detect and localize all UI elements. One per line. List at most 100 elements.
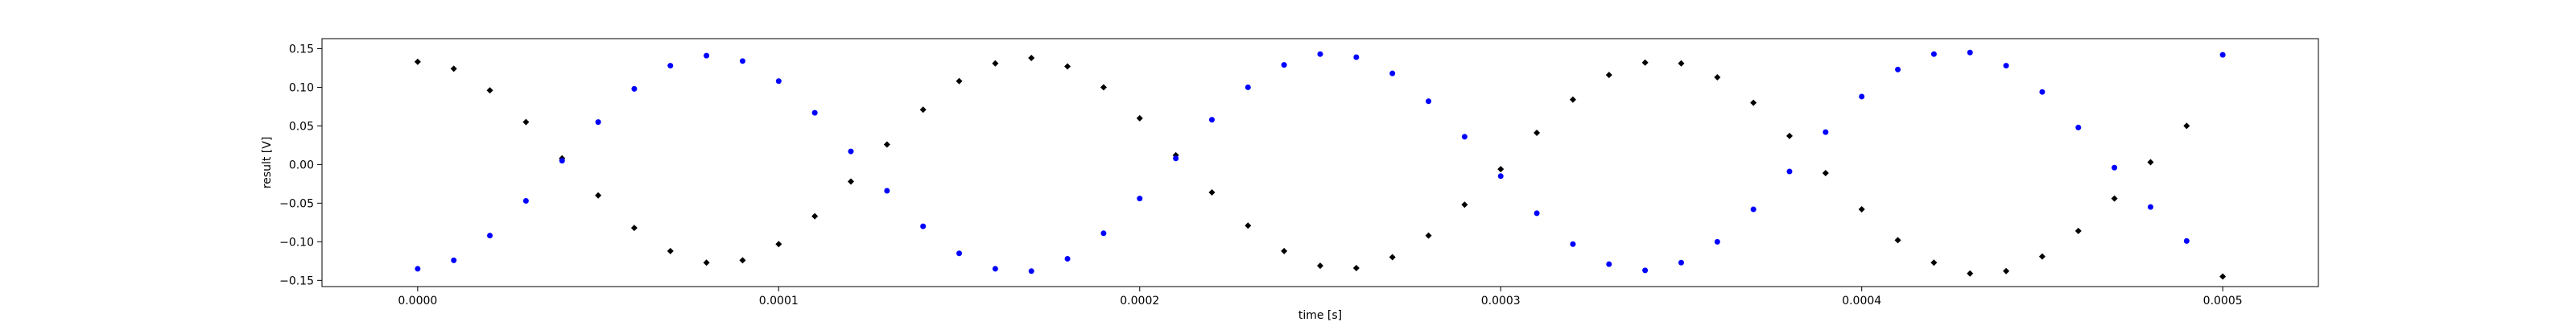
data-point (1461, 201, 1468, 208)
data-point (630, 225, 638, 232)
data-point (920, 223, 927, 229)
data-point (2003, 63, 2009, 69)
data-point (1823, 129, 1829, 135)
x-tick-label: 0.0000 (398, 295, 437, 308)
data-point (2147, 204, 2153, 210)
series-1 (415, 49, 2226, 275)
data-point (1606, 261, 1612, 267)
data-point (992, 60, 999, 67)
y-axis-label: result [V] (261, 137, 274, 189)
data-point (559, 158, 565, 164)
data-point (1353, 54, 1360, 60)
x-tick-label: 0.0003 (1481, 295, 1521, 308)
data-point (1750, 99, 1757, 106)
data-point (883, 141, 890, 148)
data-point (522, 118, 530, 126)
data-point (1750, 206, 1757, 213)
x-axis-label: time [s] (1298, 309, 1342, 322)
data-point (2038, 253, 2046, 260)
data-point (703, 259, 710, 266)
data-point (1245, 222, 1252, 229)
data-point (1100, 230, 1107, 237)
data-point (1786, 132, 1794, 139)
data-point (775, 241, 782, 248)
data-point (415, 266, 421, 272)
data-point (2219, 52, 2226, 58)
data-point (451, 257, 457, 263)
data-point (2074, 227, 2082, 234)
data-point (1714, 73, 1721, 80)
data-point (1317, 262, 1323, 270)
data-point (1064, 255, 1071, 262)
data-point (414, 58, 421, 65)
data-point (2075, 124, 2082, 130)
y-tick-label: 0.15 (289, 43, 314, 56)
data-point (1641, 59, 1649, 66)
data-point (811, 109, 818, 116)
data-point (667, 63, 674, 69)
y-tick-label: 0.10 (289, 81, 314, 94)
data-point (739, 257, 746, 264)
data-point (1930, 51, 1937, 57)
data-point (956, 77, 963, 85)
data-point (486, 87, 493, 94)
data-point (739, 58, 745, 64)
data-point (919, 106, 927, 114)
data-point (1389, 254, 1396, 261)
data-point (1426, 98, 1432, 105)
data-point (2003, 267, 2010, 275)
data-point (595, 119, 601, 126)
x-axis: 0.0000 0.0001 0.0002 0.0003 0.0004 0.0005 (398, 287, 2243, 308)
data-point (1569, 96, 1576, 103)
data-layer (414, 49, 2227, 280)
data-point (1534, 130, 1541, 137)
data-point (1281, 247, 1288, 254)
data-point (1895, 66, 1901, 72)
data-point (1642, 267, 1649, 274)
data-point (1570, 241, 1576, 247)
data-point (1028, 268, 1034, 275)
data-point (631, 85, 638, 92)
y-tick-label: 0.05 (289, 120, 314, 133)
data-point (1534, 210, 1540, 217)
data-point (1894, 237, 1901, 244)
data-point (848, 148, 854, 155)
data-point (2112, 164, 2118, 171)
x-tick-label: 0.0005 (2203, 295, 2243, 308)
y-tick-label: −0.05 (279, 197, 314, 210)
data-point (1352, 264, 1360, 271)
data-point (1967, 270, 1974, 277)
data-point (1678, 60, 1685, 67)
plot-frame (321, 38, 2319, 287)
data-point (992, 266, 998, 272)
x-tick-label: 0.0002 (1120, 295, 1159, 308)
data-point (1425, 232, 1432, 239)
data-point (1245, 84, 1251, 90)
data-point (1786, 168, 1793, 175)
data-point (1281, 62, 1287, 68)
data-point (847, 178, 854, 185)
data-point (2183, 237, 2190, 244)
data-point (1858, 206, 1865, 213)
data-point (487, 233, 493, 239)
data-point (1173, 155, 1179, 162)
data-point (667, 247, 674, 254)
data-point (522, 197, 529, 204)
y-axis: 0.15 0.10 0.05 0.00 −0.05 −0.10 −0.15 (279, 43, 322, 287)
y-tick-label: −0.15 (279, 275, 314, 287)
data-point (1136, 114, 1143, 122)
series-0 (414, 54, 2227, 280)
data-point (1064, 63, 1071, 70)
data-point (1389, 70, 1396, 76)
data-point (811, 213, 819, 220)
data-point (1208, 117, 1215, 123)
data-point (2111, 195, 2118, 202)
y-tick-label: −0.10 (279, 236, 314, 249)
y-tick-label: 0.00 (289, 159, 314, 171)
data-point (2147, 159, 2154, 166)
x-tick-label: 0.0001 (759, 295, 799, 308)
data-point (1714, 238, 1720, 245)
data-point (704, 52, 710, 59)
data-point (884, 188, 890, 194)
